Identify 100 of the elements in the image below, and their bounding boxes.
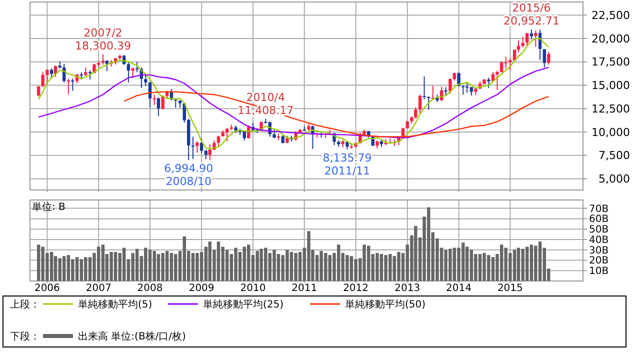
bar [165, 250, 169, 281]
x-tick-label: 2014 [446, 283, 472, 294]
bar [71, 259, 74, 281]
bar [58, 258, 62, 281]
bar [161, 252, 164, 281]
annotation: 単位: B [32, 201, 66, 213]
bar [170, 252, 174, 281]
candlestick [156, 96, 160, 117]
candlestick [88, 70, 92, 80]
legend-label: 出来高 単位:(B株/口/枚) [78, 330, 186, 342]
candlestick [542, 48, 546, 68]
y-tick-label: 20B [589, 256, 609, 267]
candlestick [431, 85, 434, 99]
bar [196, 252, 199, 281]
y-tick-label: 5,000 [598, 172, 630, 186]
bar [290, 252, 294, 281]
y-tick-label: 40B [589, 234, 609, 246]
y-tick-label: 70B [589, 204, 609, 215]
bar [96, 246, 100, 281]
bar [397, 252, 400, 281]
candlestick [131, 66, 134, 78]
y-tick-label: 20,000 [592, 32, 630, 46]
candlestick [225, 128, 229, 142]
bar [538, 242, 542, 281]
bar [75, 257, 79, 281]
bar [131, 252, 134, 281]
candlestick [496, 70, 499, 90]
bar [525, 246, 529, 281]
bar [307, 231, 310, 281]
candlestick [41, 71, 44, 88]
candlestick [135, 61, 139, 73]
annotation: 2007/2 18,300.39 [74, 26, 131, 52]
bar [242, 246, 246, 281]
bar [298, 252, 302, 281]
y-tick-label: 50B [589, 224, 609, 236]
bar [470, 250, 474, 281]
bar [272, 250, 276, 281]
y-tick-label: 10,000 [592, 126, 630, 139]
x-tick-label: 2010 [240, 283, 266, 294]
candlestick [487, 77, 490, 89]
annotation: 6,994.90 2008/10 [164, 162, 214, 188]
legend-label: 単純移動平均(50) [345, 298, 426, 310]
bar [110, 252, 113, 281]
y-tick-label: 15,000 [592, 79, 630, 92]
bar [156, 254, 160, 281]
candlestick [530, 29, 534, 40]
bar [88, 257, 92, 281]
bar [174, 254, 178, 281]
candlestick [71, 78, 74, 92]
bar [84, 257, 88, 281]
candlestick [126, 61, 130, 83]
candlestick [196, 140, 199, 154]
x-tick-label: 2008 [137, 283, 163, 294]
candlestick [152, 94, 156, 106]
bar [234, 248, 238, 281]
candlestick [422, 76, 426, 100]
bar [114, 252, 118, 281]
x-tick-label: 2011 [292, 283, 318, 294]
candlestick [101, 54, 105, 66]
bar [148, 250, 152, 281]
x-tick-label: 2007 [86, 283, 112, 294]
legend-title: 上段： [10, 298, 40, 310]
bar [491, 257, 495, 281]
bar [512, 250, 516, 281]
candlestick [161, 95, 164, 110]
bar [62, 256, 66, 281]
bar [530, 244, 534, 281]
x-tick-label: 2009 [188, 283, 214, 294]
legend-label: 単純移動平均(5) [78, 298, 152, 310]
bar [80, 259, 84, 281]
bar [362, 244, 366, 281]
bar [465, 246, 469, 281]
bar [225, 250, 229, 281]
candlestick [525, 32, 529, 46]
annotation: 8,135.79 2011/11 [322, 151, 372, 178]
candlestick [66, 78, 70, 95]
candlestick [204, 149, 208, 160]
bar [36, 244, 40, 281]
y-tick-label: 17,500 [592, 56, 630, 69]
bar [521, 248, 524, 281]
y-tick-label: 60B [589, 214, 609, 226]
bar [101, 244, 105, 281]
bar [182, 236, 186, 281]
bar [216, 242, 220, 281]
x-tick-label: 2013 [394, 283, 420, 294]
bar [478, 254, 482, 281]
bar [414, 226, 418, 281]
candlestick [534, 30, 538, 48]
candlestick [427, 96, 430, 110]
x-tick-label: 2012 [343, 283, 369, 294]
candlestick [418, 94, 422, 114]
y-tick-label: 22,500 [592, 8, 630, 22]
candlestick [216, 135, 220, 147]
y-tick-label: 30B [589, 245, 609, 256]
candlestick [465, 82, 469, 94]
annotation: 2015/6 20,952.71 [503, 2, 560, 28]
candlestick [105, 59, 109, 72]
bar [256, 250, 259, 281]
bar [276, 254, 280, 281]
candlestick [200, 138, 204, 154]
